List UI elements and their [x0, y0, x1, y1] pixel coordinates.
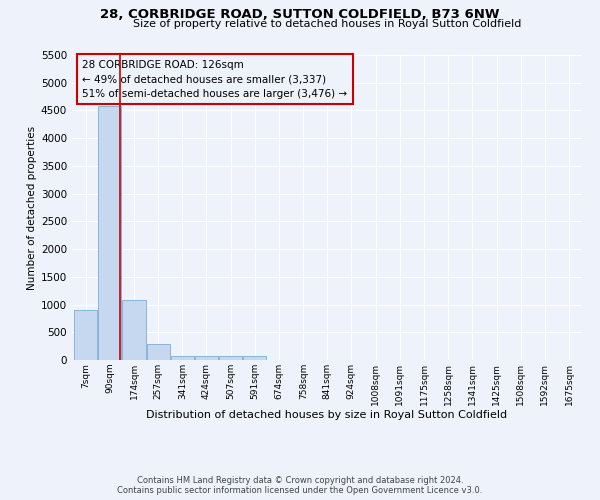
Bar: [171, 356, 194, 360]
X-axis label: Distribution of detached houses by size in Royal Sutton Coldfield: Distribution of detached houses by size …: [146, 410, 508, 420]
Text: Contains HM Land Registry data © Crown copyright and database right 2024.
Contai: Contains HM Land Registry data © Crown c…: [118, 476, 482, 495]
Y-axis label: Number of detached properties: Number of detached properties: [27, 126, 37, 290]
Text: 28 CORBRIDGE ROAD: 126sqm
← 49% of detached houses are smaller (3,337)
51% of se: 28 CORBRIDGE ROAD: 126sqm ← 49% of detac…: [82, 60, 347, 99]
Bar: [122, 300, 146, 360]
Bar: [244, 356, 266, 360]
Bar: [74, 310, 97, 360]
Title: Size of property relative to detached houses in Royal Sutton Coldfield: Size of property relative to detached ho…: [133, 19, 521, 29]
Text: 28, CORBRIDGE ROAD, SUTTON COLDFIELD, B73 6NW: 28, CORBRIDGE ROAD, SUTTON COLDFIELD, B7…: [100, 8, 500, 20]
Bar: [98, 106, 121, 360]
Bar: [195, 356, 218, 360]
Bar: [219, 356, 242, 360]
Bar: [146, 344, 170, 360]
